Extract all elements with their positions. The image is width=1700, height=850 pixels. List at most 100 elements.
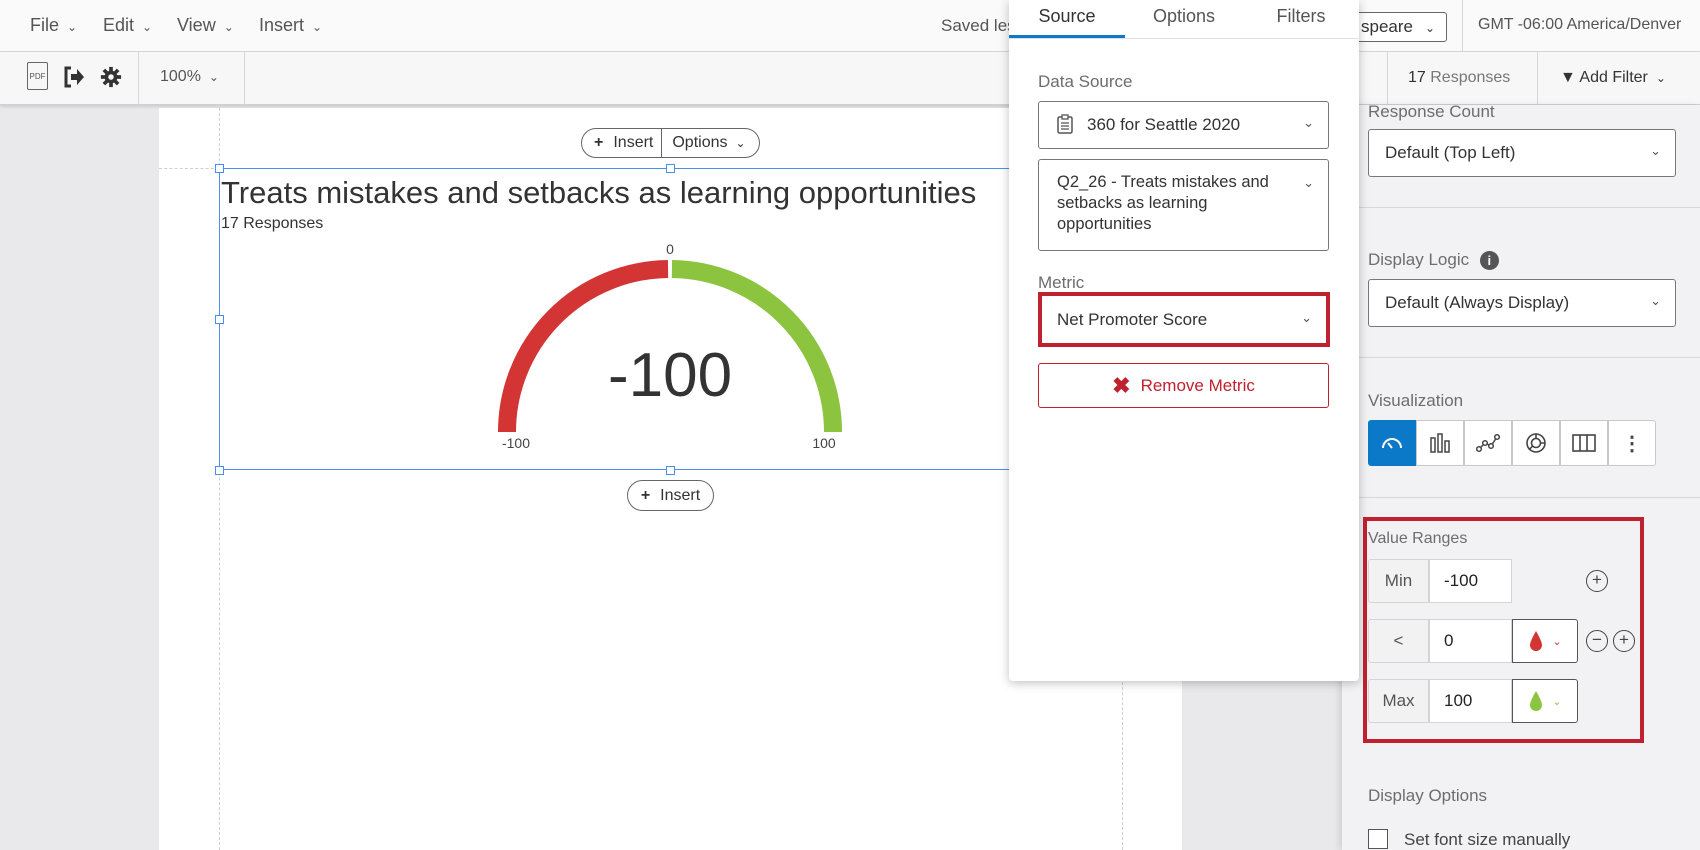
display-options-label: Display Options [1368,786,1488,805]
chevron-down-icon: ⌄ [1655,71,1666,85]
font-size-checkbox[interactable] [1368,829,1388,849]
insert-above-button[interactable]: + Insert [582,129,663,157]
remove-range-icon[interactable]: − [1586,630,1608,652]
viz-gauge-button[interactable] [1368,420,1416,466]
resize-handle[interactable] [215,315,224,324]
remove-metric-label: Remove Metric [1140,375,1255,395]
clipboard-icon [1057,114,1073,134]
count-label: Responses [1430,69,1511,86]
gear-icon[interactable] [100,66,122,88]
viz-more-button[interactable]: ⋮ [1608,420,1656,466]
workspace-value: speare [1361,17,1413,36]
chevron-down-icon: ⌄ [208,70,219,84]
select-value: Default (Top Left) [1385,143,1516,162]
divider [1387,52,1388,105]
response-count-label: Response Count [1368,102,1495,121]
viz-line-button[interactable] [1464,420,1512,466]
insert-label: Insert [613,134,654,151]
resize-handle[interactable] [215,164,224,173]
info-icon[interactable]: i [1479,251,1499,270]
response-count-select[interactable]: Default (Top Left) ⌄ [1368,129,1676,177]
menu-file[interactable]: File ⌄ [30,15,77,36]
tab-options[interactable]: Options [1152,6,1216,26]
range-value-input[interactable]: 100 [1429,679,1512,723]
add-filter-button[interactable]: ▼ Add Filter ⌄ [1560,69,1666,87]
tab-source[interactable]: Source [1009,0,1125,38]
metric-select[interactable]: Net Promoter Score ⌄ [1038,292,1330,347]
range-value-input[interactable]: 0 [1429,619,1512,663]
divider [1537,52,1538,105]
resize-handle[interactable] [215,466,224,475]
range-value-input[interactable]: -100 [1429,559,1512,603]
chevron-down-icon: ⌄ [1552,635,1562,648]
data-source-label: Data Source [1038,72,1133,91]
chevron-down-icon: ⌄ [1303,175,1314,190]
chevron-down-icon: ⌄ [735,136,746,150]
menu-edit[interactable]: Edit ⌄ [103,15,152,36]
divider [244,52,245,105]
divider [1342,357,1700,358]
zoom-select[interactable]: 100% ⌄ [160,68,219,86]
export-icon[interactable] [63,66,85,88]
remove-metric-button[interactable]: ✖ Remove Metric [1038,363,1329,408]
chevron-down-icon: ⌄ [1650,293,1661,308]
widget-title: Treats mistakes and setbacks as learning… [221,175,977,210]
gauge-range-arc [671,260,842,433]
data-source-select[interactable]: 360 for Seattle 2020 ⌄ [1038,101,1329,149]
viz-donut-button[interactable] [1512,420,1560,466]
widget-response-count: 17 Responses [221,215,324,232]
question-select[interactable]: Q2_26 - Treats mistakes and setbacks as … [1038,159,1329,251]
metric-label: Metric [1038,273,1085,292]
range-label: < [1368,619,1429,663]
color-drop-icon [1530,631,1543,651]
menu-view[interactable]: View ⌄ [177,15,234,36]
select-value: Q2_26 - Treats mistakes and setbacks as … [1057,173,1269,233]
gauge-tick-label: 100 [812,435,836,451]
chevron-down-icon: ⌄ [1650,143,1661,158]
chevron-down-icon: ⌄ [1552,695,1562,708]
chevron-down-icon: ⌄ [1424,21,1436,35]
value-ranges-highlight [1363,517,1644,743]
menu-label: View [177,15,216,35]
range-color-picker[interactable]: ⌄ [1512,619,1578,663]
pdf-icon[interactable]: PDF [27,62,48,90]
select-value: Default (Always Display) [1385,293,1570,312]
display-logic-label: Display Logic i [1368,250,1499,270]
color-drop-icon [1530,691,1543,711]
display-logic-select[interactable]: Default (Always Display) ⌄ [1368,279,1676,327]
font-size-checkbox-label: Set font size manually [1404,830,1571,849]
viz-bar-button[interactable] [1416,420,1464,466]
insert-below-button[interactable]: + Insert [627,480,714,511]
margin-guide [159,168,219,169]
resize-handle[interactable] [666,164,675,173]
gauge-tick-label: 0 [666,241,674,257]
tab-filters[interactable]: Filters [1276,6,1326,26]
chevron-down-icon: ⌄ [312,20,323,34]
range-color-picker[interactable]: ⌄ [1512,679,1578,723]
gauge-range-arc [498,260,669,433]
toolbar: PDF 100% ⌄ 17 Responses ▼ Add Filter ⌄ [0,52,1700,105]
gauge-icon [1382,438,1402,449]
donut-chart-icon [1526,433,1546,453]
more-vertical-icon: ⋮ [1622,432,1642,455]
add-range-icon[interactable]: + [1613,630,1635,652]
menu-insert[interactable]: Insert ⌄ [259,15,322,36]
chevron-down-icon: ⌄ [223,20,234,34]
divider [138,52,139,105]
filter-icon: ▼ [1560,69,1576,86]
chevron-down-icon: ⌄ [67,20,78,34]
visualization-label: Visualization [1368,391,1464,410]
gauge-value-marker [518,427,538,430]
saved-status: Saved les [941,16,1016,35]
divider [1009,38,1359,39]
options-button[interactable]: Options ⌄ [662,134,755,152]
gauge-chart: -100 0 100 [498,241,842,451]
table-icon [1572,434,1596,452]
responses-count: 17 Responses [1408,69,1510,87]
widget-toolbar: + Insert Options ⌄ [581,128,760,158]
viz-table-button[interactable] [1560,420,1608,466]
bar-chart-icon [1430,433,1450,453]
resize-handle[interactable] [666,466,675,475]
add-range-icon[interactable]: + [1586,570,1608,592]
select-value: 360 for Seattle 2020 [1087,115,1241,134]
